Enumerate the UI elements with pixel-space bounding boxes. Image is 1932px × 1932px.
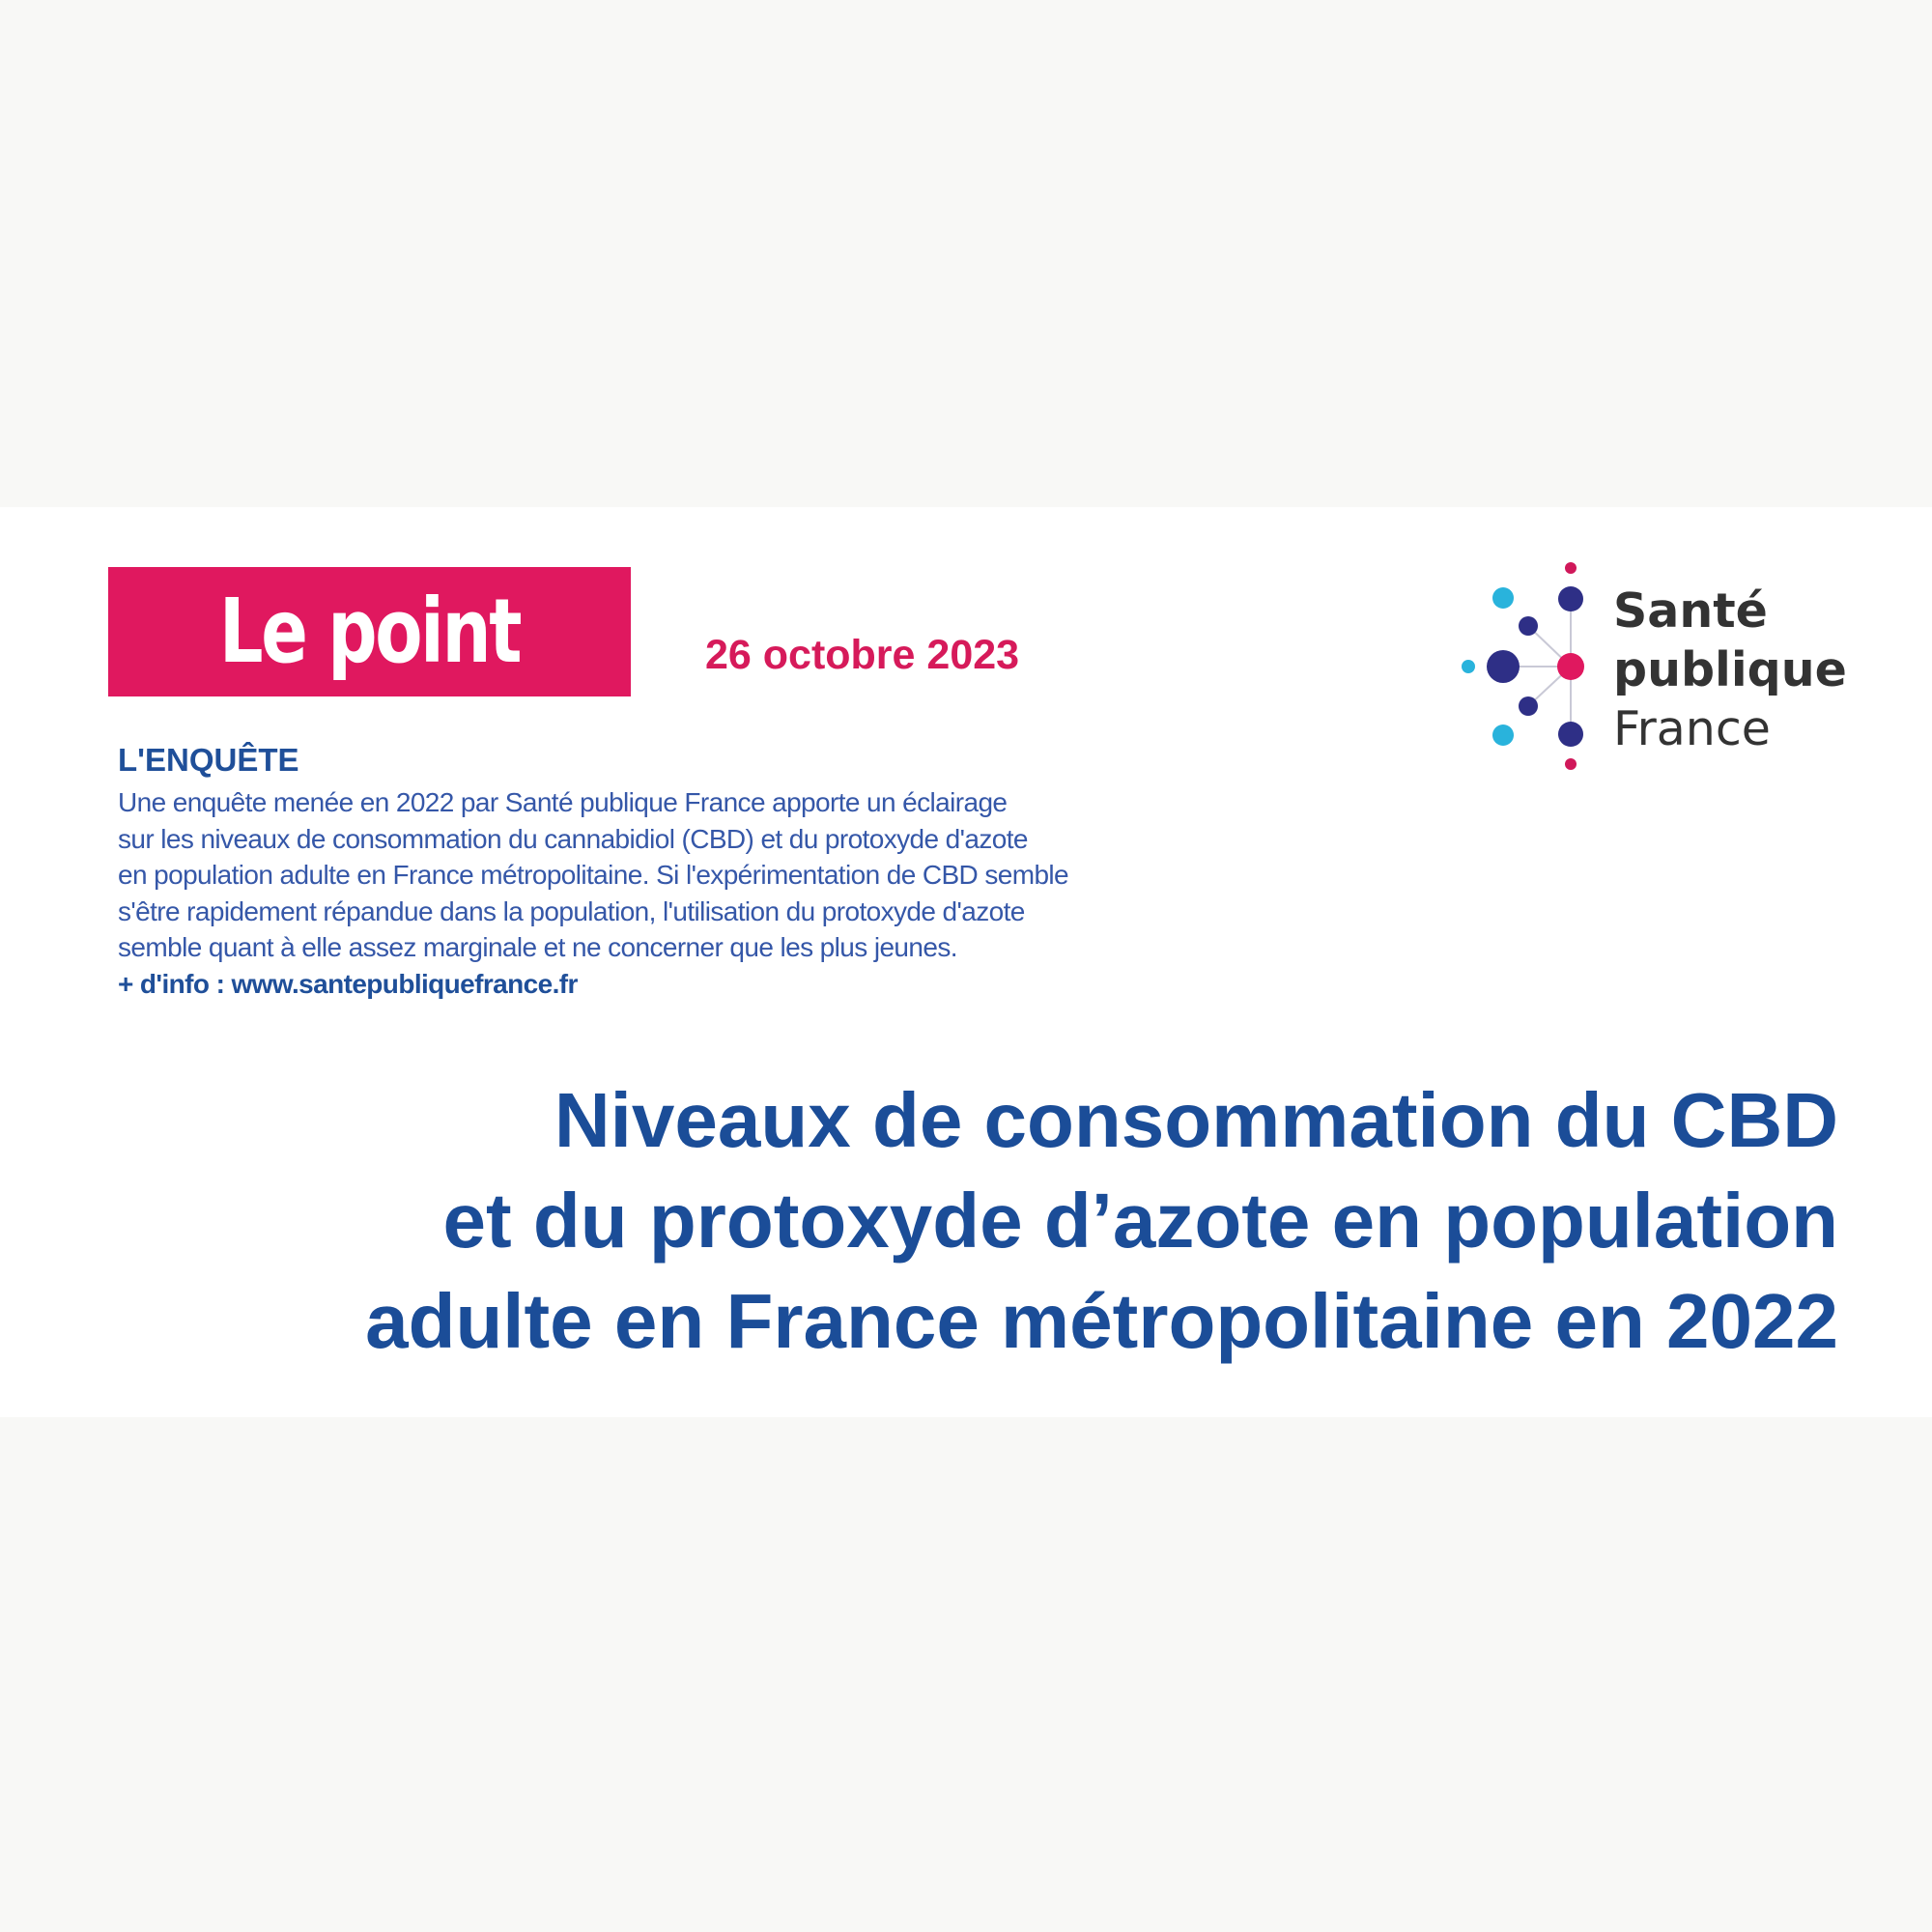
logo-line-3: France xyxy=(1613,701,1771,756)
title-line: Niveaux de consommation du CBD xyxy=(554,1077,1838,1163)
page-title: Niveaux de consommation du CBD et du pro… xyxy=(365,1070,1838,1372)
logo-dot xyxy=(1519,696,1538,716)
logo-dot xyxy=(1462,660,1475,673)
more-info-link[interactable]: + d'info : www.santepubliquefrance.fr xyxy=(118,968,578,999)
logo-dot xyxy=(1487,650,1520,683)
logo-dot xyxy=(1492,587,1514,609)
logo-dot xyxy=(1558,586,1583,611)
section-label: L'ENQUÊTE xyxy=(118,742,299,778)
intro-paragraph: Une enquête menée en 2022 par Santé publ… xyxy=(118,784,1374,1003)
intro-line: Une enquête menée en 2022 par Santé publ… xyxy=(118,787,1008,817)
logo-line-2: publique xyxy=(1613,642,1847,697)
le-point-sur-badge: Le point sur xyxy=(108,567,631,812)
logo-dot xyxy=(1557,653,1584,680)
intro-line: sur les niveaux de consommation du canna… xyxy=(118,823,1028,854)
publication-date: 26 octobre 2023 xyxy=(705,632,1020,678)
intro-line: en population adulte en France métropoli… xyxy=(118,860,1069,891)
logo-dot xyxy=(1492,724,1514,746)
intro-line: semble quant à elle assez marginale et n… xyxy=(118,932,958,963)
title-line: et du protoxyde d’azote en population xyxy=(442,1178,1838,1264)
title-line: adulte en France métropolitaine en 2022 xyxy=(365,1278,1838,1364)
badge-label: Le point sur xyxy=(218,580,523,812)
logo-dot xyxy=(1519,616,1538,636)
logo-wordmark: Santé publique France xyxy=(1613,582,1847,758)
intro-line: s'être rapidement répandue dans la popul… xyxy=(118,895,1025,926)
logo-dot xyxy=(1565,758,1577,770)
logo-dot xyxy=(1565,562,1577,574)
logo-dot xyxy=(1558,722,1583,747)
logo-line-1: Santé xyxy=(1613,583,1768,639)
